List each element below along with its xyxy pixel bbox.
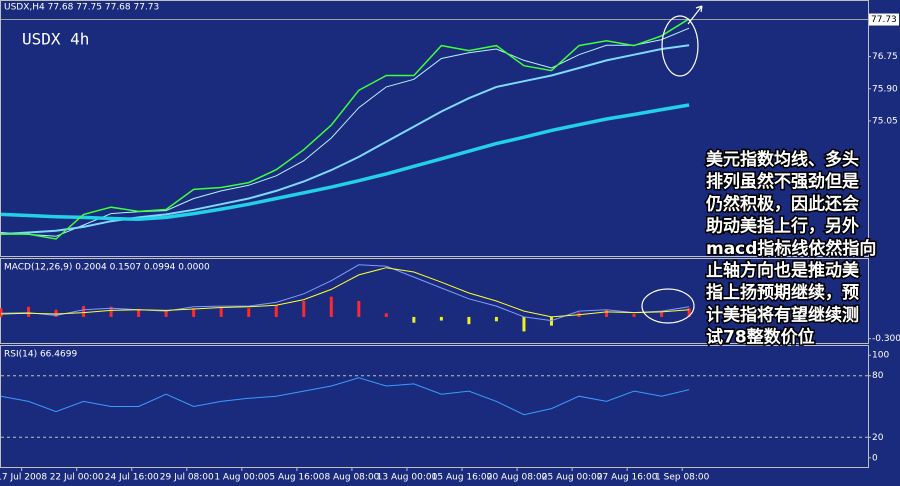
annotation-line: 助动美指上行，另外 — [706, 216, 859, 237]
y-tick-label: 100 — [872, 351, 889, 361]
series-line — [0, 44, 690, 236]
x-tick-label: 25 Aug 00:00 — [542, 473, 603, 483]
x-tick-label: 29 Jul 08:00 — [160, 473, 214, 483]
highlight-ellipse — [661, 15, 699, 77]
x-tick-label: 5 Aug 16:00 — [269, 473, 324, 483]
y-tick-label: 75.05 — [872, 116, 898, 126]
series-line — [0, 377, 690, 416]
annotation-line: 计美指将有望继续测 — [706, 304, 859, 325]
price-panel — [0, 0, 869, 257]
annotation-line: macd指标线依然指向 — [706, 238, 876, 259]
highlight-ellipse — [641, 288, 695, 324]
y-tick-label: 80 — [872, 371, 884, 381]
x-tick-label: 17 Jul 2008 — [0, 473, 47, 483]
histogram-bar — [219, 307, 223, 317]
histogram-bar — [137, 309, 141, 317]
annotation-line: 排列虽然不强劲但是 — [706, 171, 859, 192]
arrow — [687, 5, 703, 25]
histogram-bar — [274, 305, 278, 317]
histogram-bar — [439, 316, 443, 321]
histogram-bar — [412, 316, 416, 323]
annotation-line: 仍然积极，因此还会 — [705, 193, 859, 214]
x-tick-label: 13 Aug 00:00 — [377, 473, 438, 483]
symbol-label: USDX 4h — [22, 30, 89, 49]
histogram-bar — [467, 316, 471, 325]
histogram-bar — [687, 308, 691, 317]
y-tick-label: 20 — [872, 433, 884, 443]
histogram-bar — [247, 308, 251, 317]
histogram-bar — [632, 314, 636, 317]
x-tick-label: 20 Aug 08:00 — [487, 473, 548, 483]
x-tick-label: 27 Aug 16:00 — [597, 473, 658, 483]
series-line — [0, 267, 690, 318]
histogram-bar — [329, 296, 333, 317]
x-tick-label: 1 Aug 00:00 — [214, 473, 269, 483]
series-line — [1, 18, 690, 240]
histogram-bar — [549, 316, 553, 326]
histogram-bar — [54, 309, 58, 317]
y-tick-label: 0 — [872, 453, 878, 463]
histogram-bar — [494, 316, 498, 322]
annotation-line: 试78整数价位 — [706, 327, 815, 348]
series-line — [0, 103, 690, 222]
chart-header: USDX,H4 77.68 77.75 77.68 77.73 — [4, 3, 159, 13]
series-line — [0, 27, 690, 237]
y-tick-label: -0.3002 — [872, 334, 900, 344]
macd-panel — [0, 258, 869, 344]
rsi-title: RSI(14) 66.4699 — [4, 350, 77, 360]
histogram-bar — [164, 311, 168, 317]
annotation: 美元指数均线、多头排列虽然不强劲但是仍然积极，因此还会助动美指上行，另外macd… — [704, 148, 878, 350]
series-line — [0, 264, 690, 322]
x-tick-label: 8 Aug 08:00 — [324, 473, 379, 483]
x-tick-label: 24 Jul 16:00 — [105, 473, 159, 483]
histogram-bar — [660, 312, 664, 317]
histogram-bar — [27, 306, 31, 317]
y-tick-label: 75.90 — [872, 84, 898, 94]
histogram-bar — [384, 313, 388, 317]
histogram-bar — [109, 306, 113, 317]
macd-title: MACD(12,26,9) 0.2004 0.1507 0.0994 0.000… — [4, 263, 210, 273]
histogram-bar — [357, 301, 361, 317]
rsi-panel — [0, 345, 869, 468]
histogram-bar — [0, 308, 3, 317]
x-tick-label: 22 Jul 00:00 — [50, 473, 104, 483]
annotation-line: 美元指数均线、多头 — [706, 149, 859, 170]
plots: 75.05 75.90 76.75 77.73 -0.3002 0 20 80 100 17 Ju… — [0, 13, 900, 483]
annotation-line: 止轴方向也是推动美 — [706, 260, 860, 281]
histogram-bar — [192, 308, 196, 317]
price-label-box — [869, 13, 899, 26]
histogram-bar — [82, 306, 86, 317]
annotation-line: 指上扬预期继续，预 — [706, 282, 859, 303]
x-tick-label: 15 Aug 16:00 — [432, 473, 493, 483]
histogram-bar — [605, 309, 609, 317]
x-tick-label: 1 Sep 08:00 — [655, 473, 710, 483]
price-label: 77.73 — [871, 15, 897, 25]
histogram-bar — [522, 316, 526, 332]
y-tick-label: 76.75 — [872, 52, 898, 62]
histogram-bar — [302, 301, 306, 317]
